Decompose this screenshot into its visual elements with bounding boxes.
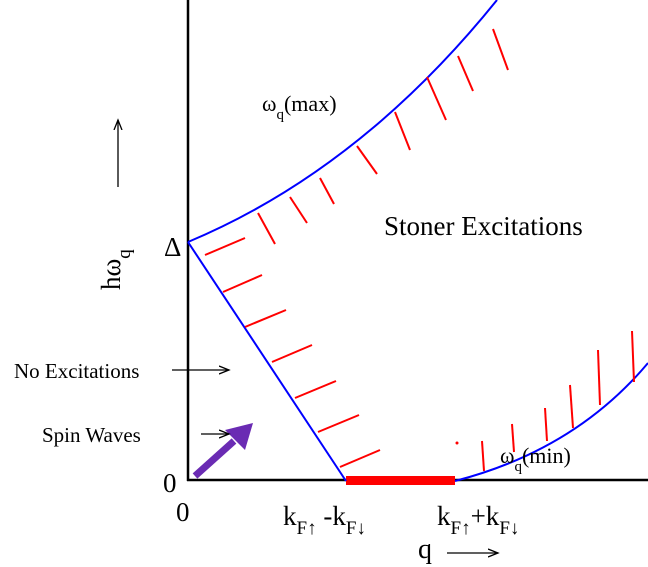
spin-wave-arrowhead [225,423,253,450]
hatch-marks-min [481,330,635,472]
delta-label: Δ [164,232,181,262]
hatch-marks-spin [204,237,381,468]
spin-wave-arrow [192,438,237,479]
kf-left-label: kF↑ -kF↓ [283,501,366,539]
spin-waves-label: Spin Waves [42,423,141,447]
stoner-excitations-label: Stoner Excitations [384,211,583,241]
y-axis-label: hωq [96,249,135,290]
hatch-dot [455,441,459,445]
omega-min-curve [454,362,648,482]
q-axis-label: q [418,534,432,565]
spin-boundary-line [187,241,347,482]
no-excitations-label: No Excitations [14,359,139,383]
zero-y-label: 0 [163,468,177,498]
omega-max-curve [187,0,498,243]
hatch-marks-max [257,28,509,245]
omega-max-label: ωq(max) [262,91,337,123]
kf-right-label: kF↑+kF↓ [437,501,519,539]
omega-min-label: ωq(min) [500,443,571,475]
zero-x-label: 0 [176,497,190,527]
kf-range-bar [346,476,455,485]
